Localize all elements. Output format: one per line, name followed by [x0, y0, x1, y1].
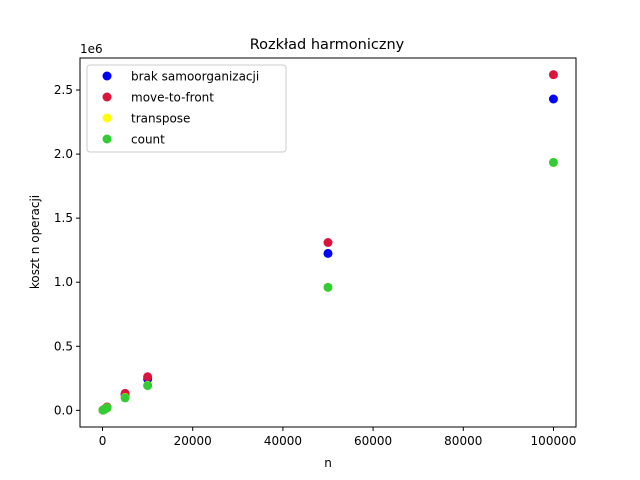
legend: brak samoorganizacji move-to-front transpo… [86, 64, 287, 153]
x-tick-label: 60000 [354, 434, 392, 448]
chart-title: Rozkład harmoniczny [250, 37, 405, 53]
y-offset-label: 1e6 [80, 42, 103, 56]
data-point [548, 94, 558, 104]
x-tick-label: 80000 [444, 434, 482, 448]
legend-label: brak samoorganizacji [131, 70, 259, 84]
data-point [102, 403, 112, 413]
legend-marker [102, 134, 112, 144]
data-point [323, 282, 333, 292]
legend-marker [102, 71, 112, 81]
legend-marker [102, 92, 112, 102]
legend-label: move-to-front [131, 91, 214, 105]
y-tick-label: 1.0 [54, 275, 73, 289]
y-axis-label: koszt n operacji [28, 195, 42, 289]
series-count [98, 157, 558, 415]
y-tick-label: 0.5 [54, 339, 73, 353]
y-tick-label: 0.0 [54, 403, 73, 417]
y-tick-label: 2.5 [54, 83, 73, 97]
data-point [143, 372, 153, 382]
x-tick-label: 100000 [531, 434, 577, 448]
legend-label: transpose [131, 112, 190, 126]
plot-frame [79, 57, 577, 428]
y-tick-label: 2.0 [54, 147, 73, 161]
data-point [548, 70, 558, 80]
x-tick-label: 40000 [264, 434, 302, 448]
data-point [143, 381, 153, 391]
data-point [323, 238, 333, 247]
legend-label: count [131, 133, 165, 147]
data-point [323, 248, 333, 258]
data-point [120, 393, 130, 403]
x-tick-label: 20000 [174, 434, 212, 448]
data-point [548, 157, 558, 167]
legend-box [86, 64, 287, 153]
legend-marker [102, 113, 112, 123]
x-axis-label: n [324, 456, 332, 470]
x-tick-label: 0 [99, 434, 107, 448]
y-tick-label: 1.5 [54, 211, 73, 225]
